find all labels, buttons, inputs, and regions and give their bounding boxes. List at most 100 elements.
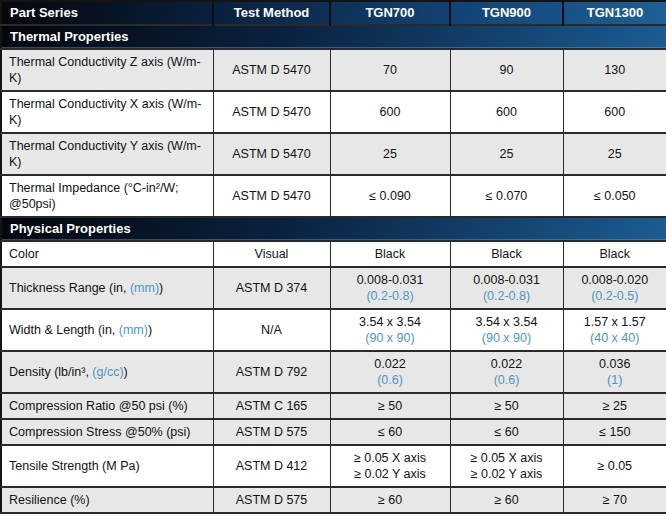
property-label: Width & Length (in, (mm)) (1, 309, 213, 351)
value-text: 25 (568, 146, 663, 162)
value-cell-tgn900: Black (450, 241, 563, 267)
property-label: Thermal Impedance (°C-in²/W; @50psi) (1, 175, 213, 217)
value-cell-tgn900: 3.54 x 3.54(90 x 90) (450, 309, 563, 351)
property-row: Width & Length (in, (mm))N/A3.54 x 3.54(… (1, 309, 666, 351)
label-text: Compression Ratio @50 psi (%) (9, 399, 188, 413)
value-cell-tgn1300: 1.57 x 1.57(40 x 40) (563, 309, 666, 351)
value-text: ≤ 0.070 (455, 188, 559, 204)
value-cell-tgn700: ≥ 50 (330, 393, 450, 419)
property-row: Density (lb/in³, (g/cc))ASTM D 7920.022(… (1, 351, 666, 393)
label-unit-accent: (g/cc) (92, 365, 123, 379)
property-label: Thermal Conductivity X axis (W/m-K) (1, 91, 213, 133)
value-text: ≤ 60 (335, 424, 446, 440)
property-label: Compression Ratio @50 psi (%) (1, 393, 213, 419)
value-text: 3.54 x 3.54 (455, 314, 559, 330)
value-cell-tgn900: 25 (450, 133, 563, 175)
label-unit-accent: (mm) (130, 281, 159, 295)
label-text: Thermal Conductivity Y axis (W/m-K) (9, 139, 201, 169)
value-text: Black (455, 246, 559, 262)
value-text: ≥ 60 (335, 492, 446, 508)
table-header: Part SeriesTest MethodTGN700TGN900TGN130… (1, 1, 666, 25)
value-text: 70 (335, 62, 446, 78)
value-metric-accent: (0.2-0.8) (455, 288, 559, 304)
value-cell-tgn1300: Black (563, 241, 666, 267)
value-cell-tgn1300: ≥ 0.05 (563, 445, 666, 487)
section-header-thermal-properties: Thermal Properties (1, 25, 666, 49)
property-row: Thickness Range (in, (mm))ASTM D 3740.00… (1, 267, 666, 309)
label-text: Thermal Impedance (°C-in²/W; @50psi) (9, 181, 178, 211)
value-cell-tgn1300: ≤ 150 (563, 419, 666, 445)
property-label: Color (1, 241, 213, 267)
value-metric-accent: (0.2-0.8) (335, 288, 446, 304)
value-text: 600 (455, 104, 559, 120)
property-row: Thermal Conductivity X axis (W/m-K)ASTM … (1, 91, 666, 133)
property-label: Density (lb/in³, (g/cc)) (1, 351, 213, 393)
value-text: ≤ 0.090 (335, 188, 446, 204)
value-cell-tgn1300: 0.036(1) (563, 351, 666, 393)
value-cell-tgn1300: ≥ 25 (563, 393, 666, 419)
value-cell-tgn1300: 600 (563, 91, 666, 133)
value-cell-tgn700: ≥ 0.05 X axis≥ 0.02 Y axis (330, 445, 450, 487)
test-method-cell: ASTM C 165 (213, 393, 330, 419)
column-header-tgn900: TGN900 (450, 1, 563, 25)
value-cell-tgn900: ≥ 60 (450, 487, 563, 513)
value-text: ≥ 50 (335, 398, 446, 414)
property-label: Thickness Range (in, (mm)) (1, 267, 213, 309)
value-text: 0.022 (335, 356, 446, 372)
value-text: 0.022 (455, 356, 559, 372)
value-text: 0.008-0.031 (455, 272, 559, 288)
value-text: Black (335, 246, 446, 262)
property-row: ColorVisualBlackBlackBlack (1, 241, 666, 267)
value-text: ≥ 50 (455, 398, 559, 414)
value-text: ≥ 0.02 Y axis (455, 466, 559, 482)
section-row: Physical Properties (1, 217, 666, 241)
test-method-cell: ASTM D 5470 (213, 175, 330, 217)
value-text: ≥ 0.05 X axis (455, 450, 559, 466)
test-method-cell: ASTM D 792 (213, 351, 330, 393)
value-cell-tgn700: ≥ 60 (330, 487, 450, 513)
property-row: Resilience (%) ASTM D 575 ≥ 60 ≥ 60 ≥ 70 (1, 487, 666, 513)
label-text: ) (159, 281, 163, 295)
value-metric-accent: (90 x 90) (455, 330, 559, 346)
label-text: Tensile Strength (M Pa) (9, 459, 140, 473)
value-text: 0.036 (568, 356, 663, 372)
column-header-test-method: Test Method (213, 1, 330, 25)
value-text: 25 (335, 146, 446, 162)
property-row: Tensile Strength (M Pa)ASTM D 412≥ 0.05 … (1, 445, 666, 487)
test-method-cell: ASTM D 412 (213, 445, 330, 487)
value-cell-tgn900: ≤ 60 (450, 419, 563, 445)
value-text: 0.008-0.031 (335, 272, 446, 288)
label-text: Density (lb/in³, (9, 365, 92, 379)
value-text: 90 (455, 62, 559, 78)
label-unit-accent: (mm) (119, 323, 148, 337)
value-metric-accent: (0.6) (455, 372, 559, 388)
value-text: ≥ 0.02 Y axis (335, 466, 446, 482)
value-text: ≤ 150 (568, 424, 663, 440)
property-label: Resilience (%) (1, 487, 213, 513)
value-text: ≥ 70 (568, 492, 663, 508)
value-text: ≥ 60 (455, 492, 559, 508)
property-row: Compression Stress @50% (psi)ASTM D 575≤… (1, 419, 666, 445)
label-text: Thermal Conductivity Z axis (W/m-K) (9, 55, 201, 85)
label-text: Resilience (%) (9, 493, 90, 507)
property-label: Thermal Conductivity Y axis (W/m-K) (1, 133, 213, 175)
value-cell-tgn700: Black (330, 241, 450, 267)
value-text: ≥ 25 (568, 398, 663, 414)
value-text: 130 (568, 62, 663, 78)
value-text: 3.54 x 3.54 (335, 314, 446, 330)
section-row: Thermal Properties (1, 25, 666, 49)
label-text: Width & Length (in, (9, 323, 119, 337)
test-method-cell: ASTM D 575 (213, 487, 330, 513)
column-header-tgn700: TGN700 (330, 1, 450, 25)
column-header-part-series: Part Series (1, 1, 213, 25)
value-metric-accent: (0.6) (335, 372, 446, 388)
label-text: ) (148, 323, 152, 337)
value-cell-tgn700: 70 (330, 49, 450, 91)
test-method-cell: ASTM D 5470 (213, 91, 330, 133)
value-text: ≥ 0.05 (568, 458, 663, 474)
value-metric-accent: (40 x 40) (568, 330, 663, 346)
property-label: Tensile Strength (M Pa) (1, 445, 213, 487)
column-header-tgn1300: TGN1300 (563, 1, 666, 25)
property-label: Thermal Conductivity Z axis (W/m-K) (1, 49, 213, 91)
label-text: Compression Stress @50% (psi) (9, 425, 191, 439)
